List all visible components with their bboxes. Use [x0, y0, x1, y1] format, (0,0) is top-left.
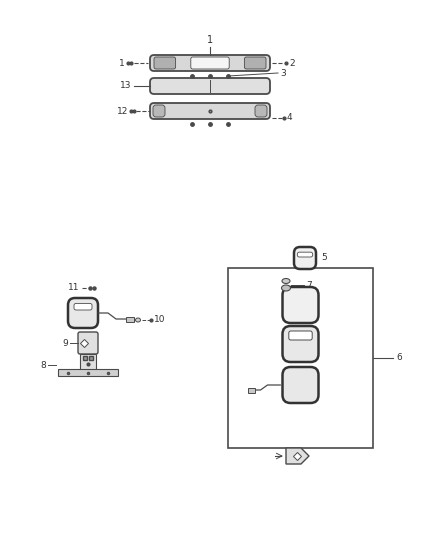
Text: 1: 1	[207, 35, 213, 45]
Bar	[126, 317, 134, 322]
Bar	[228, 268, 373, 448]
Ellipse shape	[135, 318, 141, 322]
FancyBboxPatch shape	[283, 326, 318, 362]
Text: 3: 3	[280, 69, 286, 77]
FancyBboxPatch shape	[154, 57, 176, 69]
Polygon shape	[286, 448, 309, 464]
Ellipse shape	[282, 285, 290, 291]
Text: 2: 2	[289, 59, 295, 68]
FancyBboxPatch shape	[150, 78, 270, 94]
Bar	[80, 354, 96, 370]
FancyBboxPatch shape	[244, 57, 266, 69]
Text: 10: 10	[154, 316, 166, 325]
Text: 9: 9	[62, 338, 68, 348]
FancyBboxPatch shape	[297, 252, 313, 257]
Bar	[247, 388, 254, 393]
Text: 5: 5	[321, 254, 327, 262]
Ellipse shape	[282, 279, 290, 284]
FancyBboxPatch shape	[153, 105, 165, 117]
FancyBboxPatch shape	[150, 55, 270, 71]
FancyBboxPatch shape	[74, 303, 92, 310]
FancyBboxPatch shape	[283, 367, 318, 403]
Text: 8: 8	[40, 360, 46, 369]
Text: 13: 13	[120, 82, 131, 91]
FancyBboxPatch shape	[294, 247, 316, 269]
FancyBboxPatch shape	[289, 331, 312, 340]
Text: 6: 6	[396, 353, 402, 362]
FancyBboxPatch shape	[191, 57, 229, 69]
Text: 1: 1	[119, 59, 125, 68]
Text: 4: 4	[287, 114, 293, 123]
Text: 12: 12	[117, 107, 128, 116]
FancyBboxPatch shape	[150, 103, 270, 119]
FancyBboxPatch shape	[283, 287, 318, 323]
FancyBboxPatch shape	[255, 105, 267, 117]
FancyBboxPatch shape	[78, 332, 98, 354]
Text: 11: 11	[67, 284, 79, 293]
Bar	[58, 369, 118, 376]
Text: 7: 7	[306, 280, 312, 289]
FancyBboxPatch shape	[68, 298, 98, 328]
